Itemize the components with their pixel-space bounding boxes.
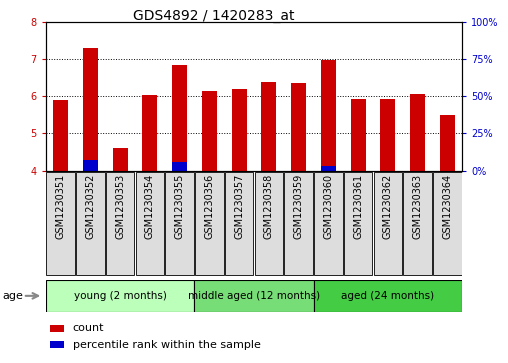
Bar: [83, 160, 98, 171]
Bar: [410, 94, 425, 171]
Bar: [83, 48, 98, 171]
FancyBboxPatch shape: [373, 172, 402, 275]
FancyBboxPatch shape: [433, 172, 462, 275]
Bar: [321, 60, 336, 171]
Text: GSM1230362: GSM1230362: [383, 174, 393, 239]
FancyBboxPatch shape: [46, 172, 75, 275]
Text: GSM1230363: GSM1230363: [412, 174, 423, 239]
FancyBboxPatch shape: [314, 172, 343, 275]
FancyBboxPatch shape: [313, 280, 462, 311]
Bar: [440, 115, 455, 171]
Text: aged (24 months): aged (24 months): [341, 291, 434, 301]
Text: GSM1230360: GSM1230360: [324, 174, 333, 239]
Text: GSM1230357: GSM1230357: [234, 174, 244, 239]
Bar: [321, 166, 336, 171]
Text: GSM1230354: GSM1230354: [145, 174, 155, 239]
FancyBboxPatch shape: [284, 172, 313, 275]
Text: GSM1230352: GSM1230352: [85, 174, 96, 239]
Text: GSM1230355: GSM1230355: [175, 174, 184, 239]
FancyBboxPatch shape: [225, 172, 253, 275]
FancyBboxPatch shape: [46, 280, 195, 311]
Bar: [262, 82, 276, 171]
FancyBboxPatch shape: [76, 172, 105, 275]
FancyBboxPatch shape: [255, 172, 283, 275]
Text: age: age: [3, 291, 23, 301]
FancyBboxPatch shape: [403, 172, 432, 275]
Text: GSM1230358: GSM1230358: [264, 174, 274, 239]
Text: young (2 months): young (2 months): [74, 291, 167, 301]
Text: middle aged (12 months): middle aged (12 months): [188, 291, 320, 301]
Bar: [50, 325, 65, 332]
Bar: [202, 91, 217, 171]
FancyBboxPatch shape: [195, 172, 224, 275]
Text: GSM1230351: GSM1230351: [55, 174, 66, 239]
Bar: [172, 162, 187, 171]
Text: GSM1230361: GSM1230361: [353, 174, 363, 239]
Bar: [50, 341, 65, 348]
FancyBboxPatch shape: [136, 172, 164, 275]
Bar: [351, 99, 366, 171]
Bar: [142, 95, 157, 171]
FancyBboxPatch shape: [195, 280, 313, 311]
FancyBboxPatch shape: [344, 172, 372, 275]
Bar: [232, 90, 246, 171]
Text: percentile rank within the sample: percentile rank within the sample: [73, 340, 261, 350]
Text: GSM1230359: GSM1230359: [294, 174, 304, 239]
FancyBboxPatch shape: [165, 172, 194, 275]
Bar: [113, 147, 128, 171]
FancyBboxPatch shape: [106, 172, 135, 275]
Text: count: count: [73, 323, 104, 334]
Bar: [380, 99, 395, 171]
Text: GSM1230356: GSM1230356: [204, 174, 214, 239]
Bar: [291, 83, 306, 171]
Text: GDS4892 / 1420283_at: GDS4892 / 1420283_at: [133, 9, 294, 23]
Bar: [53, 100, 68, 171]
Text: GSM1230364: GSM1230364: [442, 174, 453, 239]
Text: GSM1230353: GSM1230353: [115, 174, 125, 239]
Bar: [172, 65, 187, 171]
